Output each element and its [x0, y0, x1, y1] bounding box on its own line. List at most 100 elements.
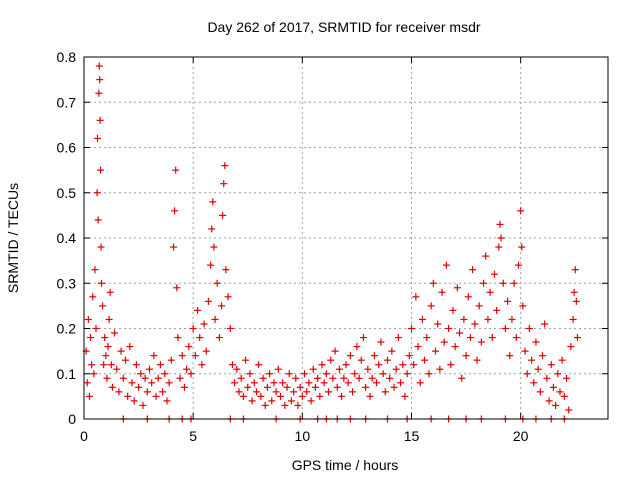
data-point [368, 374, 376, 382]
data-point [180, 383, 188, 391]
data-point [178, 352, 186, 360]
data-point [228, 361, 236, 369]
data-point [88, 361, 96, 369]
axis-ticks: 0 0.1 0.2 0.3 0.4 0.5 0.6 0.7 0.8 0 5 10 15 20 [57, 49, 608, 444]
data-point [405, 352, 413, 360]
data-point [473, 356, 481, 364]
data-point [314, 374, 322, 382]
data-point [170, 243, 178, 251]
data-point [93, 189, 101, 197]
data-point [460, 315, 468, 323]
data-point [277, 392, 284, 400]
data-point [159, 388, 167, 396]
data-point [259, 374, 267, 382]
y-tick-label: 0.1 [57, 366, 77, 382]
y-tick-label: 0.2 [57, 321, 77, 337]
data-point [362, 383, 370, 391]
data-point [135, 383, 143, 391]
data-point [161, 370, 169, 378]
data-point [543, 374, 551, 382]
data-point [176, 374, 184, 382]
y-tick-label: 0.4 [57, 230, 77, 246]
data-point [85, 392, 93, 400]
data-point [209, 198, 217, 206]
data-point [517, 207, 525, 215]
x-tick-label: 5 [189, 428, 197, 444]
data-point [107, 361, 115, 369]
data-point [154, 374, 162, 382]
data-point [113, 365, 121, 373]
data-point [270, 379, 278, 387]
data-point [519, 302, 527, 310]
data-point [183, 365, 191, 373]
data-point [486, 288, 494, 296]
data-point [373, 379, 381, 387]
data-point [294, 401, 302, 409]
x-axis-label: GPS time / hours [292, 457, 399, 473]
data-point [213, 279, 221, 287]
data-point [447, 361, 455, 369]
data-point [281, 401, 289, 409]
data-point [496, 220, 504, 228]
data-point [311, 383, 319, 391]
data-point [124, 392, 132, 400]
data-point [305, 379, 313, 387]
data-point [115, 388, 123, 396]
data-point [410, 361, 418, 369]
data-point [84, 315, 92, 323]
data-point [172, 166, 180, 174]
data-point [290, 388, 298, 396]
data-point [370, 352, 378, 360]
data-point [493, 306, 501, 314]
data-point [547, 361, 555, 369]
data-point [573, 334, 581, 342]
data-point [484, 315, 492, 323]
data-point [231, 379, 239, 387]
data-point [224, 293, 232, 301]
data-point [359, 334, 367, 342]
data-point [344, 379, 352, 387]
data-point [318, 361, 326, 369]
data-point [218, 302, 226, 310]
data-point [233, 365, 241, 373]
data-point [335, 365, 343, 373]
data-point [567, 343, 575, 351]
data-point [94, 216, 102, 224]
data-point [111, 329, 119, 337]
data-point [210, 243, 218, 251]
data-point [307, 397, 315, 405]
data-point [244, 383, 252, 391]
data-point [219, 211, 227, 219]
data-point [539, 352, 546, 360]
data-point [495, 243, 503, 251]
data-point [121, 356, 129, 364]
data-point [453, 284, 461, 292]
data-point [504, 297, 512, 305]
data-point [92, 325, 100, 332]
x-tick-label: 15 [404, 428, 420, 444]
data-markers [82, 62, 581, 423]
data-point [279, 379, 287, 387]
plot-frame [83, 56, 609, 420]
data-point [208, 225, 216, 233]
data-point [475, 302, 483, 310]
data-point [95, 62, 103, 70]
data-point [292, 374, 300, 382]
x-tick-label: 0 [80, 428, 88, 444]
y-tick-label: 0 [68, 411, 76, 427]
data-point [101, 334, 109, 342]
data-point [442, 261, 450, 269]
data-point [200, 320, 208, 328]
data-point [91, 266, 99, 274]
data-point [349, 388, 357, 396]
data-point [261, 401, 269, 409]
data-point [87, 334, 95, 342]
data-point [375, 361, 383, 369]
data-point [96, 116, 104, 124]
y-tick-label: 0.3 [57, 275, 77, 291]
data-point [316, 392, 324, 400]
data-point [303, 388, 311, 396]
data-point [482, 252, 490, 260]
data-point [394, 334, 402, 342]
data-point [252, 388, 260, 396]
